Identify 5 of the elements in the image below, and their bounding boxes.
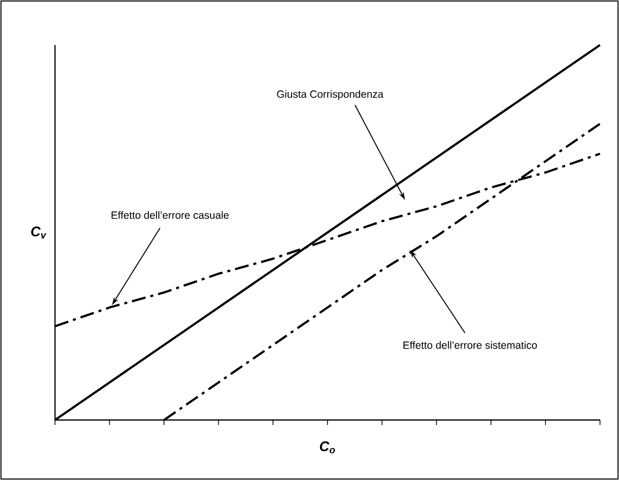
annotation: Effetto dell’errore casuale xyxy=(112,211,229,219)
annotation: Effetto dell’errore sistematico xyxy=(404,341,537,349)
y-axis-title: C$_{v}$ xyxy=(31,226,46,238)
x-axis-title: C$_{o}$ xyxy=(320,441,335,454)
annotation: Giusta Corrispondenza xyxy=(277,90,384,100)
